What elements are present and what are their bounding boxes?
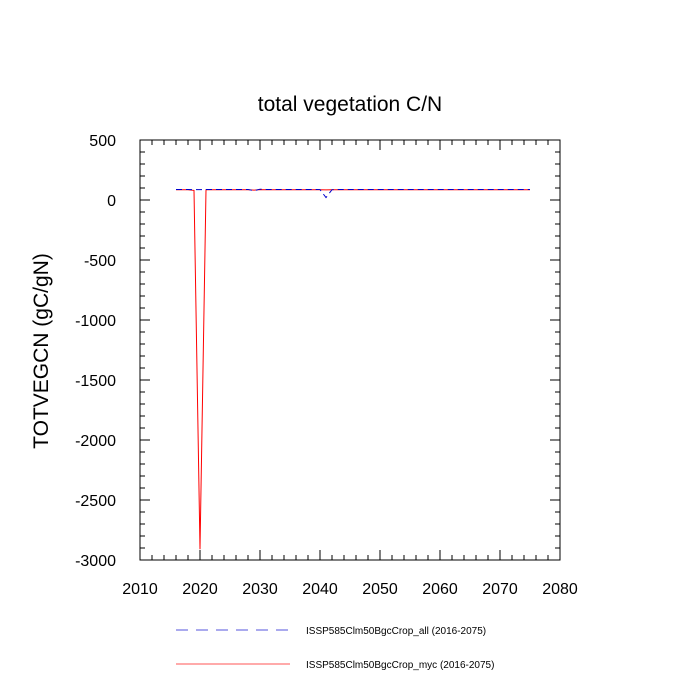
y-tick-label: 500	[89, 133, 116, 150]
chart-title: total vegetation C/N	[258, 93, 442, 116]
ticks-layer: 2010 2020 2030 2040 2050 2060 2070 2080 -3000 -25…	[75, 133, 578, 598]
y-tick-label: -2000	[75, 433, 116, 450]
series-line-myc	[176, 189, 530, 550]
legend-label-myc: ISSP585Clm50BgcCrop_myc (2016-2075)	[306, 660, 494, 671]
y-tick-label: -1000	[75, 313, 116, 330]
x-tick-label: 2070	[482, 581, 518, 598]
x-tick-label: 2020	[182, 581, 218, 598]
plot-frame	[139, 139, 561, 561]
x-tick-label: 2010	[122, 581, 158, 598]
legend-label-all: ISSP585Clm50BgcCrop_all (2016-2075)	[306, 626, 486, 637]
x-tick-label: 2040	[302, 581, 338, 598]
series-line-all	[176, 188, 530, 199]
x-tick-label: 2060	[422, 581, 458, 598]
series-layer	[176, 188, 530, 550]
y-tick-label: -1500	[75, 373, 116, 390]
x-tick-label: 2030	[242, 581, 278, 598]
x-tick-label: 2050	[362, 581, 398, 598]
x-tick-label: 2080	[542, 581, 578, 598]
y-tick-label: -3000	[75, 553, 116, 570]
y-tick-label: 0	[107, 193, 116, 210]
y-tick-label: -2500	[75, 493, 116, 510]
y-tick-label: -500	[84, 253, 116, 270]
legend: ISSP585Clm50BgcCrop_all (2016-2075) ISSP5…	[176, 626, 494, 671]
y-axis-label: TOTVEGCN (gC/gN)	[30, 253, 53, 449]
